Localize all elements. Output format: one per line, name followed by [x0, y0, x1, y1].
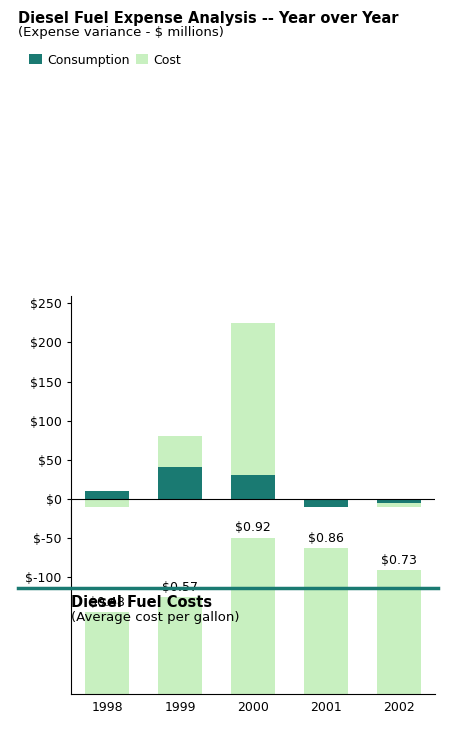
Bar	[85, 612, 129, 694]
Bar	[85, 499, 129, 545]
Text: $0.92: $0.92	[235, 521, 270, 534]
Bar	[158, 437, 202, 499]
Text: (Expense variance - $ millions): (Expense variance - $ millions)	[18, 26, 223, 39]
Bar	[376, 499, 420, 561]
Text: (Average cost per gallon): (Average cost per gallon)	[71, 611, 239, 624]
Bar	[158, 467, 202, 499]
Bar	[231, 538, 274, 694]
Text: $0.73: $0.73	[380, 553, 416, 566]
Bar	[303, 548, 347, 694]
Text: $0.86: $0.86	[308, 531, 343, 545]
Legend: Consumption, Cost: Consumption, Cost	[25, 49, 186, 72]
Bar	[158, 597, 202, 694]
Text: $0.57: $0.57	[162, 580, 197, 593]
Bar	[231, 475, 274, 499]
Text: Diesel Fuel Costs: Diesel Fuel Costs	[71, 595, 211, 610]
Text: $0.48: $0.48	[89, 596, 125, 609]
Bar	[231, 323, 274, 499]
Text: Diesel Fuel Expense Analysis -- Year over Year: Diesel Fuel Expense Analysis -- Year ove…	[18, 11, 398, 26]
Bar	[376, 499, 420, 502]
Bar	[376, 570, 420, 694]
Bar	[303, 499, 347, 522]
Bar	[85, 491, 129, 499]
Bar	[303, 499, 347, 550]
